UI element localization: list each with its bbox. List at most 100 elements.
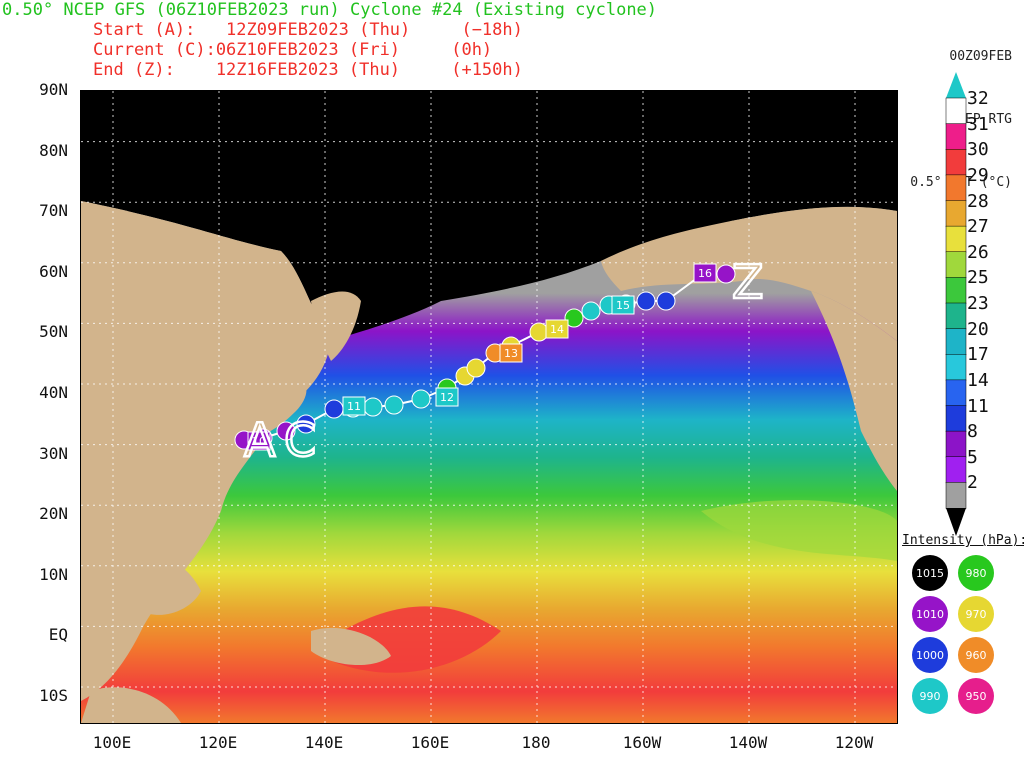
day-label-box: 10 xyxy=(247,431,271,451)
analysis-time: 00Z09FEB xyxy=(949,49,1012,64)
colorbar-segment xyxy=(945,482,967,509)
end-marker: Z xyxy=(732,255,764,309)
colorbar-label-25: 25 xyxy=(967,267,989,289)
track-point xyxy=(466,358,486,378)
colorbar-segment xyxy=(945,405,967,432)
intensity-960: 960 xyxy=(958,637,994,673)
lon-label-160w: 160W xyxy=(622,733,662,752)
alaska xyxy=(601,206,897,341)
title-line: 0.50° NCEP GFS (06Z10FEB2023 run) Cyclon… xyxy=(2,0,658,20)
track-point xyxy=(529,322,549,342)
intensity-990: 990 xyxy=(912,678,948,714)
track-point xyxy=(411,389,431,409)
colorbar-segment xyxy=(945,430,967,458)
day-label-box: 12 xyxy=(435,387,459,407)
lon-label-120e: 120E xyxy=(198,733,238,752)
colorbar-segment xyxy=(945,149,967,176)
lat-label-80n: 80N xyxy=(39,140,68,160)
colorbar-segment xyxy=(945,251,967,279)
track-point xyxy=(716,264,736,284)
colorbar-label-23: 23 xyxy=(967,293,989,314)
colorbar-label-5: 5 xyxy=(967,446,978,468)
intensity-1015: 1015 xyxy=(912,555,948,591)
colorbar-segment xyxy=(945,456,967,484)
lat-label-50n: 50N xyxy=(39,322,68,342)
colorbar-label-32: 32 xyxy=(967,88,989,109)
track-point xyxy=(296,414,316,434)
intensity-legend-title: Intensity (hPa): xyxy=(902,533,1024,548)
colorbar-segment xyxy=(945,379,967,407)
svg-text:12: 12 xyxy=(440,391,454,404)
lat-label-10s: 10S xyxy=(39,686,68,705)
track-point xyxy=(636,291,656,311)
sea-ice xyxy=(81,91,897,341)
day-label-box: 16 xyxy=(693,263,717,283)
japan xyxy=(251,381,307,436)
colorbar-label-26: 26 xyxy=(967,241,989,263)
lat-label-eq: EQ xyxy=(48,625,68,645)
colorbar-segment xyxy=(945,225,967,253)
colorbar-label-28: 28 xyxy=(967,190,989,212)
colorbar-bottom-cap xyxy=(946,508,966,536)
colorbar-segment xyxy=(945,328,967,355)
day-label-box: 15 xyxy=(611,295,635,315)
start-line: Start (A): 12Z09FEB2023 (Thu) (−18h) xyxy=(93,20,523,40)
track-point xyxy=(324,399,344,419)
colorbar-segment xyxy=(945,123,967,150)
day-label-box: 11 xyxy=(342,396,366,416)
lat-label-70n: 70N xyxy=(39,201,68,221)
lon-label-140w: 140W xyxy=(728,733,768,752)
colorbar-label-20: 20 xyxy=(967,318,989,340)
track-point xyxy=(384,395,404,415)
colorbar-label-29: 29 xyxy=(967,164,989,186)
sst-colorbar xyxy=(945,72,967,536)
colorbar-top-cap xyxy=(946,72,966,98)
svg-text:13: 13 xyxy=(504,347,518,360)
lat-label-40n: 40N xyxy=(39,383,68,402)
colorbar-segment xyxy=(945,174,967,202)
lon-label-100e: 100E xyxy=(92,733,132,752)
cyclone-track: 10 11 12 13 14 15 16 A C Z xyxy=(234,254,765,468)
lat-label-20n: 20N xyxy=(39,504,68,524)
colorbar-label-14: 14 xyxy=(967,369,989,391)
svg-text:10: 10 xyxy=(252,435,266,448)
colorbar-segment xyxy=(945,97,967,125)
australia xyxy=(81,687,181,723)
track-point xyxy=(581,301,601,321)
colorbar-segment xyxy=(945,200,967,227)
track-point xyxy=(276,421,296,441)
track-point xyxy=(564,308,584,328)
new-guinea xyxy=(311,627,391,666)
day-label-box: 13 xyxy=(499,343,523,363)
colorbar-label-31: 31 xyxy=(967,113,989,135)
lon-label-140e: 140E xyxy=(304,733,344,752)
svg-text:15: 15 xyxy=(616,299,630,312)
lat-label-10n: 10N xyxy=(39,564,68,584)
philippines xyxy=(141,558,201,615)
lat-label-90n: 90N xyxy=(39,80,68,99)
start-marker: A xyxy=(244,413,276,467)
lon-label-120w: 120W xyxy=(834,733,874,752)
colorbar-label-2: 2 xyxy=(967,472,978,494)
colorbar-label-11: 11 xyxy=(967,395,989,417)
lat-label-60n: 60N xyxy=(39,261,68,281)
intensity-970: 970 xyxy=(958,596,994,632)
day-label-box: 14 xyxy=(545,319,569,339)
colorbar-label-17: 17 xyxy=(967,344,989,366)
intensity-950: 950 xyxy=(958,678,994,714)
north-america xyxy=(811,291,897,491)
track-point xyxy=(656,291,676,311)
svg-text:11: 11 xyxy=(347,400,361,413)
colorbar-label-30: 30 xyxy=(967,139,989,161)
colorbar-label-27: 27 xyxy=(967,216,989,238)
lat-label-30n: 30N xyxy=(39,443,68,463)
svg-text:14: 14 xyxy=(550,323,564,336)
cool-tongue xyxy=(701,500,897,561)
sst-description: 0.5° SST (°C) xyxy=(910,175,1012,190)
intensity-1010: 1010 xyxy=(912,596,948,632)
colorbar-segment xyxy=(945,354,967,381)
current-marker: C xyxy=(284,413,316,467)
colorbar-segment xyxy=(945,302,967,330)
svg-text:16: 16 xyxy=(698,267,712,280)
